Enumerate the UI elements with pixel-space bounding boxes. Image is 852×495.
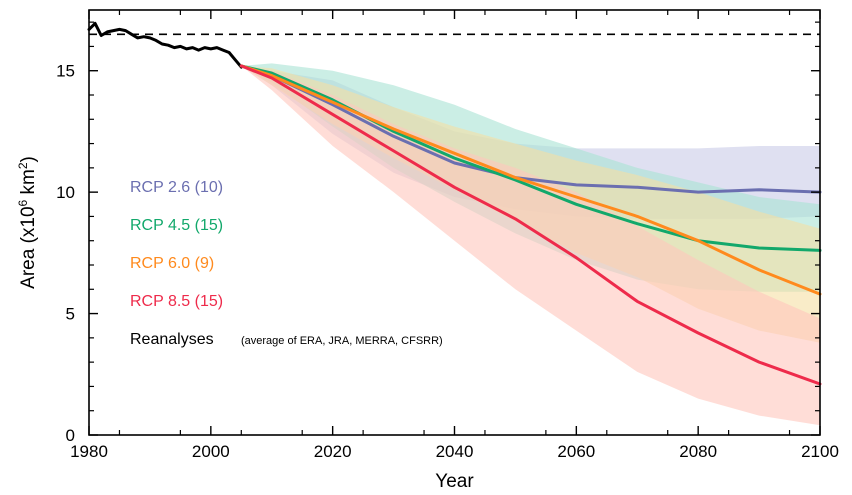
y-axis-title-exp1: 6	[16, 199, 30, 206]
line-reanalyses	[87, 21, 243, 69]
x-tick-label: 1980	[70, 442, 108, 461]
legend-rcp-8-5-15: RCP 8.5 (15)	[130, 293, 223, 310]
x-tick-label: 2040	[436, 442, 474, 461]
y-tick-label: 15	[56, 62, 75, 81]
y-axis-title-end: )	[18, 156, 39, 162]
y-axis-title-exp2: 2	[16, 162, 30, 169]
y-tick-label: 5	[66, 305, 75, 324]
axis-ticks: 1980 2000 2020 2040 2060 2080 2100 0 5 10 15	[56, 10, 839, 461]
legend-note: (average of ERA, JRA, MERRA, CFSRR)	[241, 335, 443, 347]
line-rcp-6-0-9	[239, 64, 822, 296]
legend: RCP 2.6 (10) RCP 4.5 (15) RCP 6.0 (9) RCP 8…	[130, 179, 443, 348]
x-tick-label: 2080	[679, 442, 717, 461]
line-rcp-4-5-15	[239, 64, 822, 252]
y-axis-title-base: Area (x10	[18, 206, 39, 288]
y-axis-title-mid: km	[18, 169, 39, 200]
y-axis-title: Area (x106 km2)	[16, 156, 39, 289]
y-tick-label: 0	[66, 426, 75, 445]
legend-rcp-6-0-9: RCP 6.0 (9)	[130, 255, 214, 272]
x-tick-label: 2000	[192, 442, 230, 461]
band-rcp-8-5-15	[241, 65, 821, 426]
legend-rcp-2-6-10: RCP 2.6 (10)	[130, 179, 223, 196]
x-tick-label: 2020	[314, 442, 352, 461]
line-rcp-8-5-15	[239, 64, 822, 386]
x-axis-title: Year	[435, 471, 474, 492]
y-tick-label: 10	[56, 183, 75, 202]
series-lines	[87, 21, 822, 386]
uncertainty-bands	[241, 63, 821, 426]
x-tick-label: 2100	[801, 442, 839, 461]
legend-reanalyses: Reanalyses	[130, 331, 214, 348]
x-tick-label: 2060	[557, 442, 595, 461]
legend-rcp-4-5-15: RCP 4.5 (15)	[130, 217, 223, 234]
